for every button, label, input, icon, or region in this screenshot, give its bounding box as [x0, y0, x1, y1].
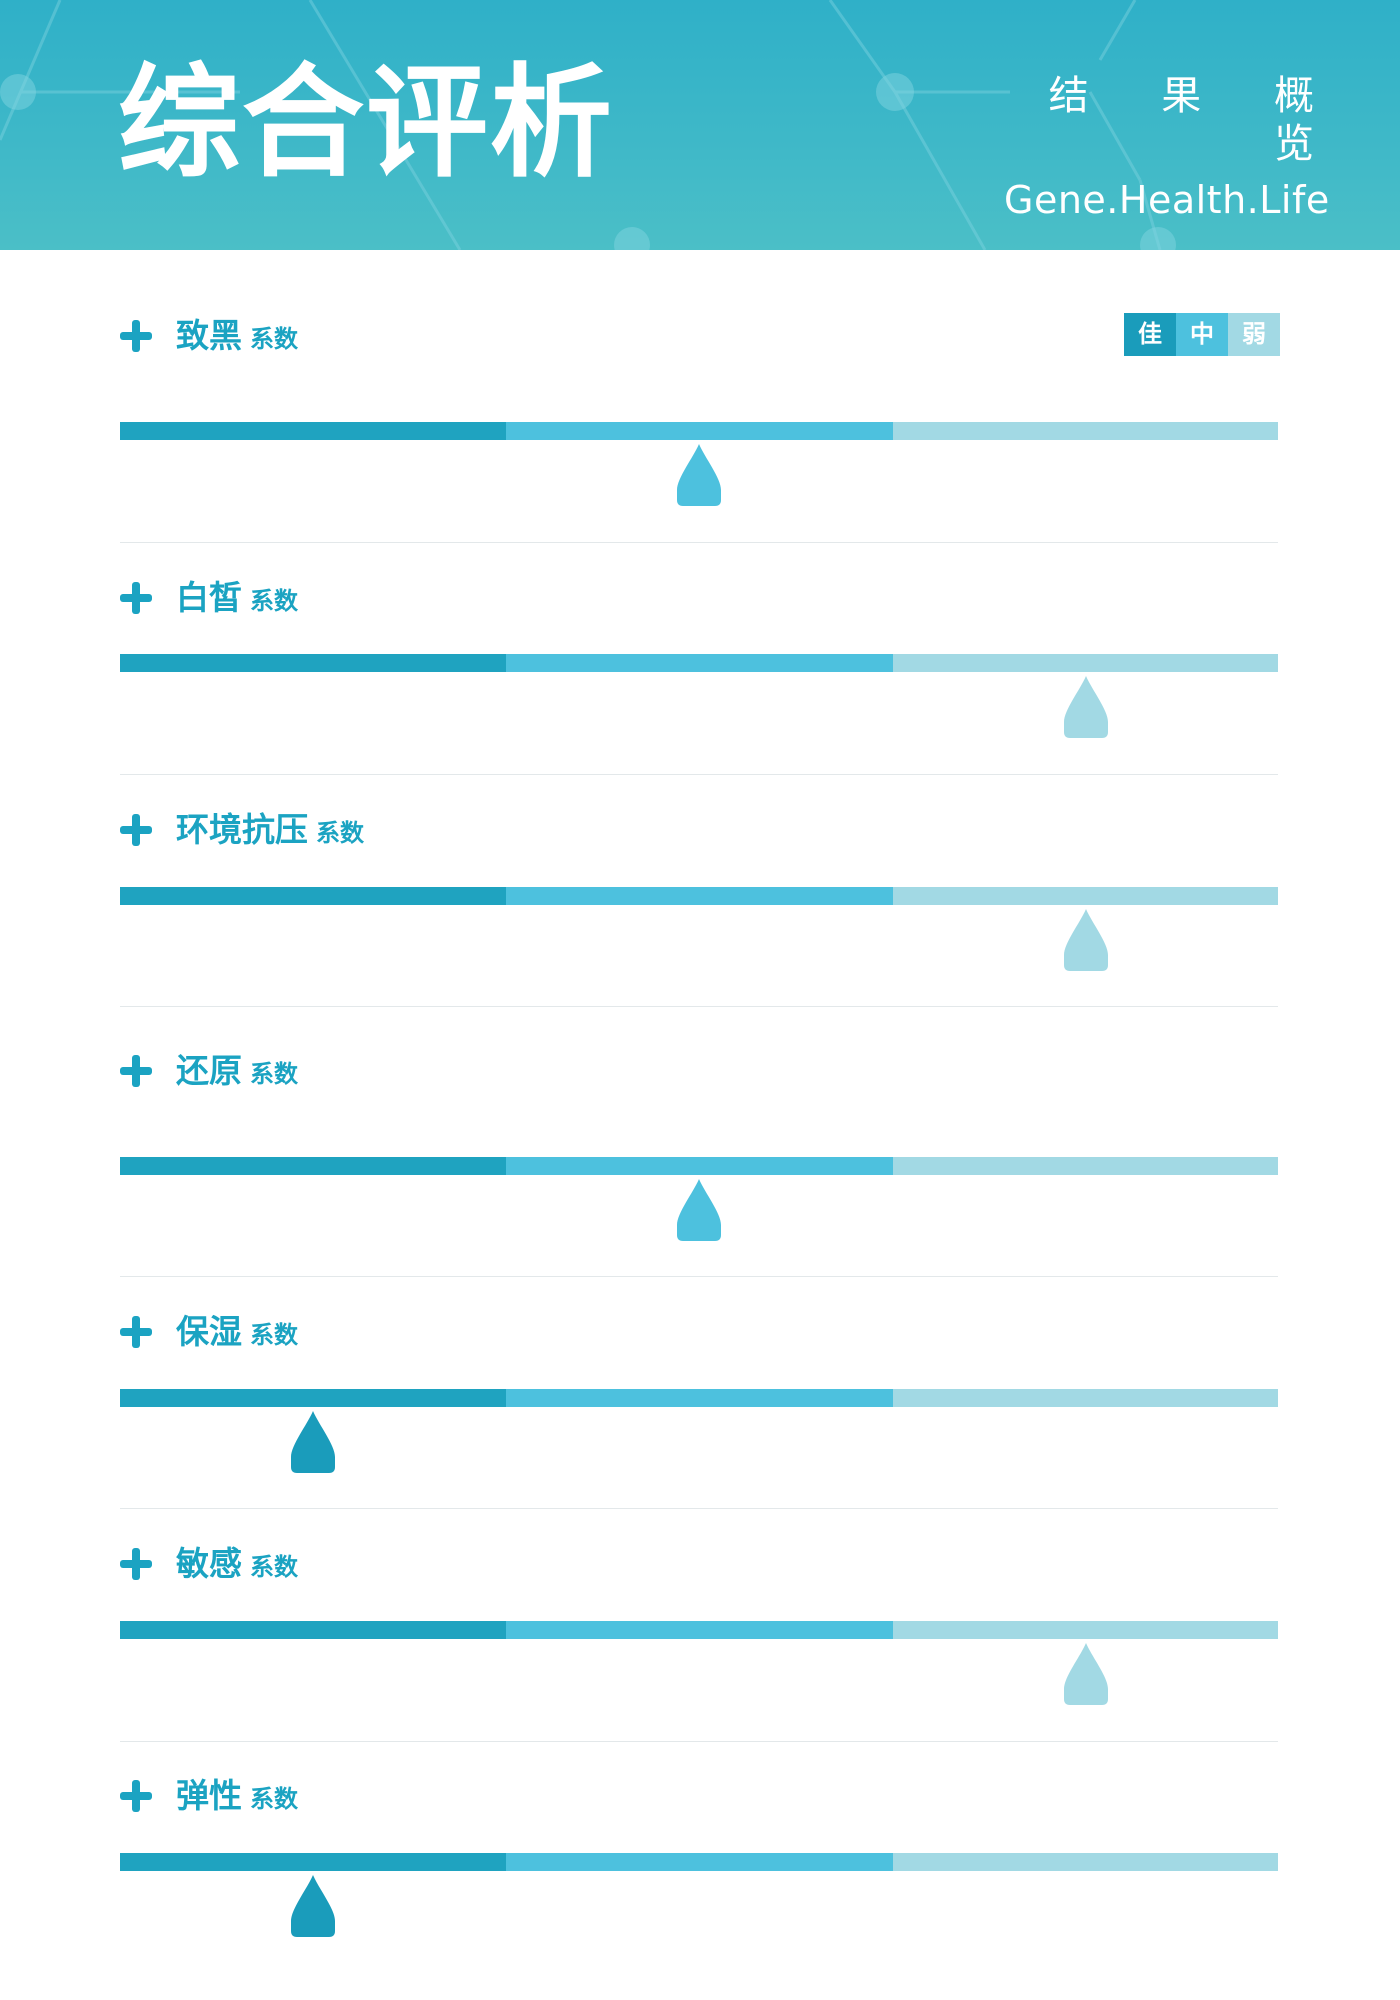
rating-bar	[120, 1621, 1278, 1639]
header-banner: 综合评析 结 果 概 览 Gene.Health.Life	[0, 0, 1400, 250]
subtitle-en: Gene.Health.Life	[1004, 178, 1330, 222]
row-name: 致黑	[176, 316, 242, 355]
level-marker-icon	[291, 1411, 335, 1473]
bar-segment-good	[120, 422, 506, 440]
row-name: 环境抗压	[176, 810, 308, 849]
plus-icon	[120, 1055, 152, 1087]
rating-legend: 佳 中 弱	[1124, 313, 1280, 356]
row-title: 致黑 系数	[120, 316, 298, 356]
bar-segment-weak	[893, 1853, 1278, 1871]
row-name: 白皙	[176, 578, 242, 617]
level-marker-icon	[1064, 1643, 1108, 1705]
bar-segment-weak	[893, 887, 1278, 905]
row-divider	[120, 1276, 1278, 1277]
molecule-pattern	[0, 0, 1176, 250]
bar-segment-medium	[506, 1157, 893, 1175]
bar-segment-medium	[506, 1621, 893, 1639]
bar-segment-weak	[893, 1157, 1278, 1175]
row-name: 保湿	[176, 1312, 242, 1351]
row-title: 保湿 系数	[120, 1312, 298, 1352]
plus-icon	[120, 582, 152, 614]
bar-segment-weak	[893, 422, 1278, 440]
level-marker-icon	[1064, 909, 1108, 971]
row-suffix: 系数	[250, 1553, 298, 1581]
bar-segment-good	[120, 1621, 506, 1639]
level-marker-icon	[677, 444, 721, 506]
plus-icon	[120, 1548, 152, 1580]
row-title: 白皙 系数	[120, 578, 298, 618]
rating-bar	[120, 654, 1278, 672]
row-title: 环境抗压 系数	[120, 810, 364, 850]
row-divider	[120, 542, 1278, 543]
level-marker-icon	[291, 1875, 335, 1937]
row-suffix: 系数	[250, 325, 298, 353]
bar-segment-medium	[506, 1389, 893, 1407]
row-name: 敏感	[176, 1544, 242, 1583]
bar-segment-good	[120, 1389, 506, 1407]
row-name: 还原	[176, 1051, 242, 1090]
header-subtitle: 结 果 概 览 Gene.Health.Life	[1004, 72, 1330, 224]
bar-segment-good	[120, 654, 506, 672]
row-suffix: 系数	[250, 1785, 298, 1813]
row-title: 还原 系数	[120, 1051, 298, 1091]
plus-icon	[120, 1780, 152, 1812]
row-suffix: 系数	[250, 1060, 298, 1088]
legend-weak: 弱	[1228, 313, 1280, 356]
legend-medium: 中	[1176, 313, 1228, 356]
row-divider	[120, 1741, 1278, 1742]
bar-segment-weak	[893, 654, 1278, 672]
page-title: 综合评析	[118, 52, 614, 194]
plus-icon	[120, 814, 152, 846]
bar-segment-medium	[506, 654, 893, 672]
level-marker-icon	[677, 1179, 721, 1241]
rating-bar	[120, 1853, 1278, 1871]
plus-icon	[120, 320, 152, 352]
bar-segment-medium	[506, 1853, 893, 1871]
row-suffix: 系数	[316, 819, 364, 847]
bar-segment-medium	[506, 887, 893, 905]
row-title: 弹性 系数	[120, 1776, 298, 1816]
bar-segment-medium	[506, 422, 893, 440]
bar-segment-good	[120, 1157, 506, 1175]
row-divider	[120, 1006, 1278, 1007]
rating-bar	[120, 1389, 1278, 1407]
legend-good: 佳	[1124, 313, 1176, 356]
row-suffix: 系数	[250, 1321, 298, 1349]
row-divider	[120, 774, 1278, 775]
bar-segment-good	[120, 1853, 506, 1871]
row-name: 弹性	[176, 1776, 242, 1815]
level-marker-icon	[1064, 676, 1108, 738]
row-title: 敏感 系数	[120, 1544, 298, 1584]
rating-bar	[120, 887, 1278, 905]
row-suffix: 系数	[250, 587, 298, 615]
plus-icon	[120, 1316, 152, 1348]
subtitle-cn: 结 果 概 览	[1048, 73, 1344, 167]
rating-bar	[120, 422, 1278, 440]
bar-segment-weak	[893, 1389, 1278, 1407]
bar-segment-good	[120, 887, 506, 905]
bar-segment-weak	[893, 1621, 1278, 1639]
row-divider	[120, 1508, 1278, 1509]
rating-bar	[120, 1157, 1278, 1175]
